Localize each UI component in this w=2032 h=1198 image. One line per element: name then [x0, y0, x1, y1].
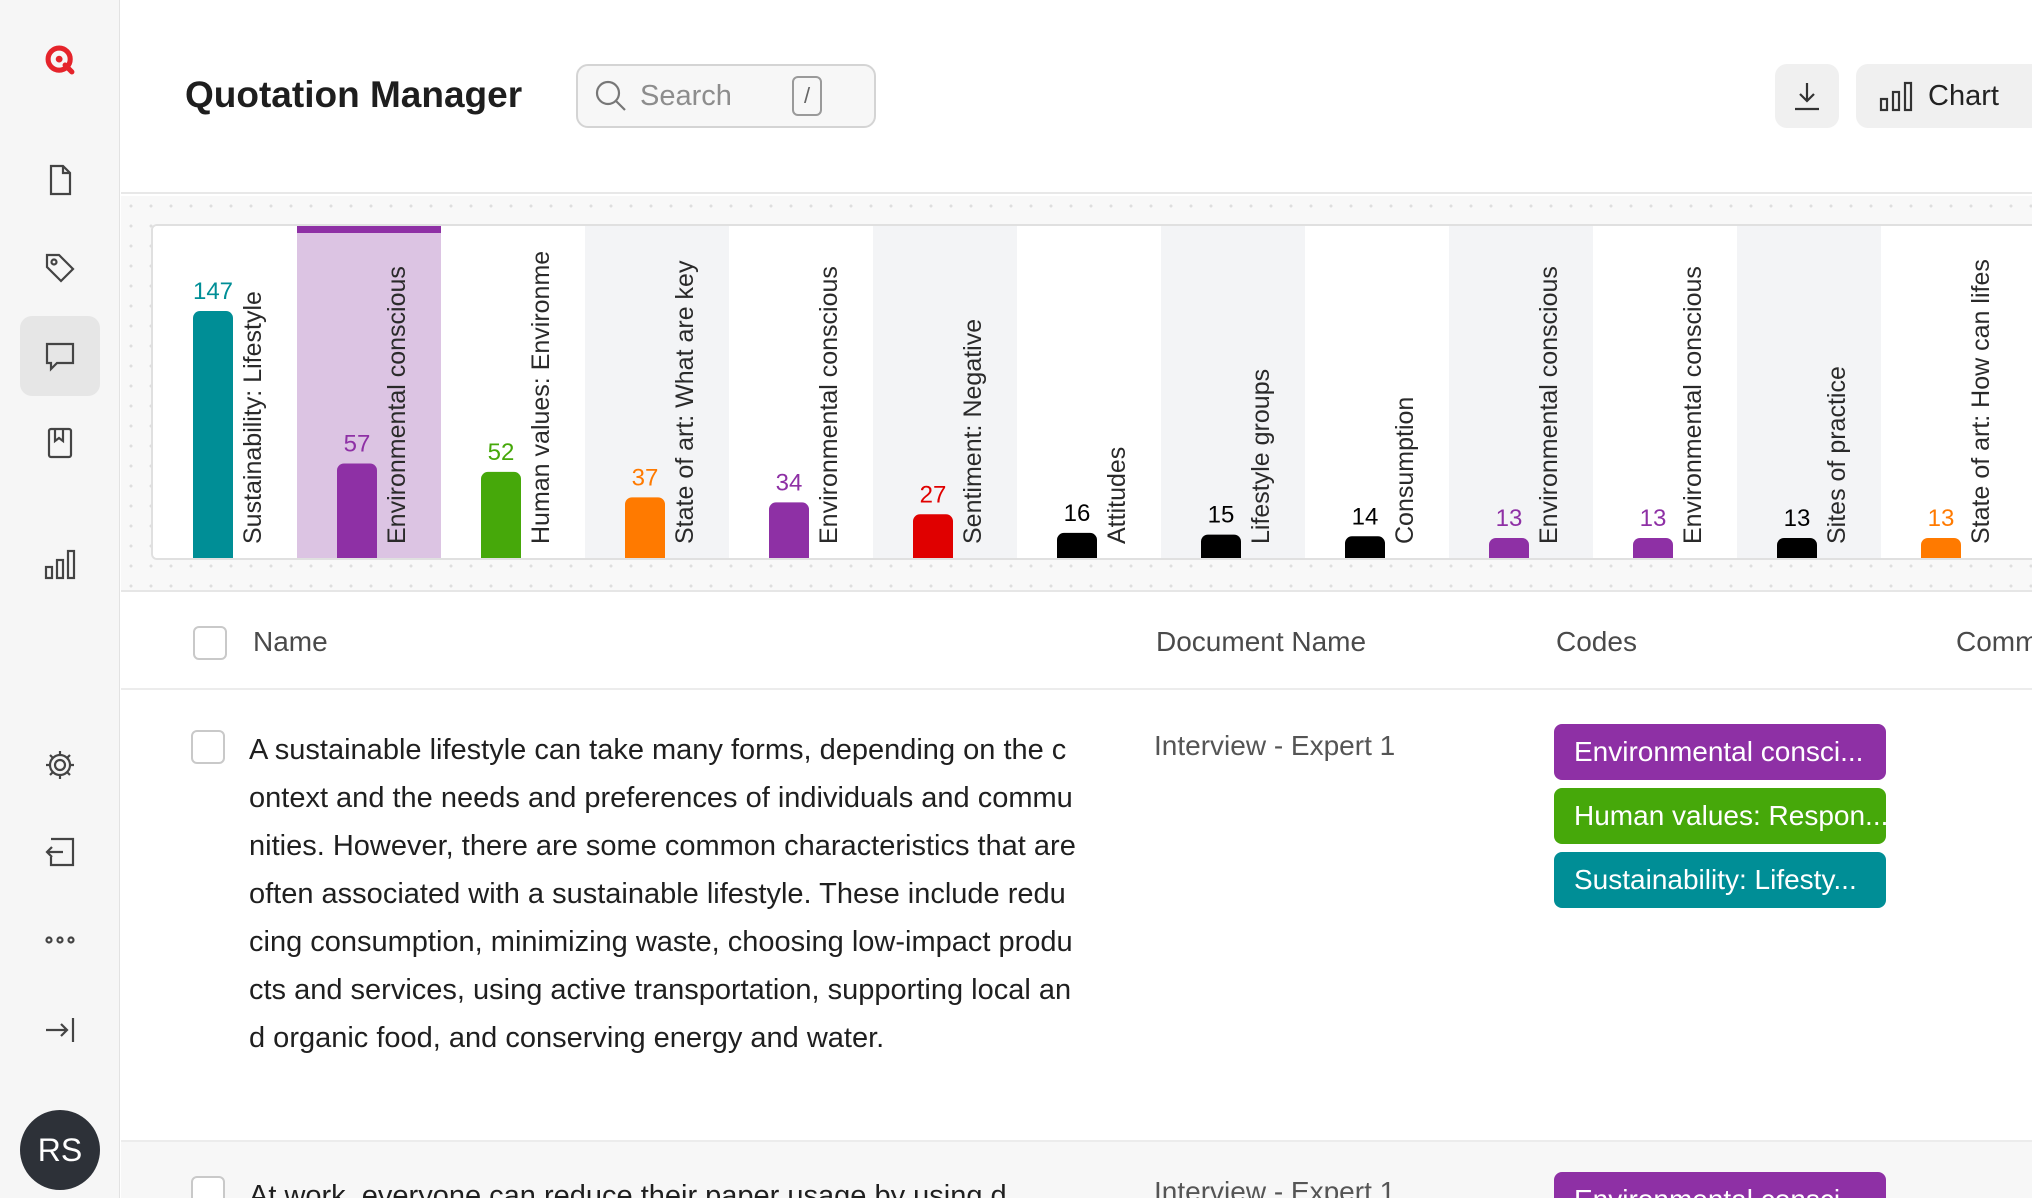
chart-toggle-button[interactable]: Chart — [1856, 64, 2032, 128]
column-header-name[interactable]: Name — [253, 626, 328, 657]
comment-icon[interactable] — [20, 316, 100, 396]
code-frequency-chart: 147 Sustainability: Lifestyle 57 Environmen… — [153, 226, 2025, 560]
chart-bar[interactable] — [481, 471, 521, 560]
chart-value-label: 15 — [1208, 502, 1235, 529]
chart-column-background[interactable] — [1305, 226, 1449, 560]
chart-category-label: Consumption — [1391, 397, 1419, 544]
chart-value-label: 34 — [776, 469, 803, 496]
chart-bar[interactable] — [193, 311, 233, 560]
chart-category-label: Sustainability: Lifestyle — [239, 291, 267, 544]
search-box[interactable]: / — [576, 64, 876, 128]
bar-chart-icon — [1879, 81, 1913, 112]
chart-bar[interactable] — [1201, 534, 1241, 560]
chart-value-label: 37 — [632, 464, 659, 491]
chart-category-label: Sentiment: Negative — [959, 319, 987, 544]
more-icon[interactable] — [20, 900, 100, 980]
chart-value-label: 16 — [1064, 500, 1091, 527]
code-tag[interactable]: Sustainability: Lifesty... — [1554, 852, 1886, 908]
chart-bar[interactable] — [1489, 537, 1529, 560]
download-icon — [1795, 83, 1819, 111]
chart-container: 147 Sustainability: Lifestyle 57 Environmen… — [151, 224, 2032, 560]
chart-column-background[interactable] — [1017, 226, 1161, 560]
sidebar: RS — [0, 0, 120, 1198]
chart-column-background[interactable] — [873, 226, 1017, 560]
chart-value-label: 13 — [1496, 505, 1523, 532]
chart-value-label: 14 — [1352, 503, 1379, 530]
chart-category-label: Attitudes — [1103, 447, 1131, 544]
table-row[interactable]: At work, everyone can reduce their paper… — [121, 1140, 2032, 1198]
header: Quotation Manager / Chart — [121, 0, 2032, 194]
chart-category-label: Environmental conscious — [815, 266, 843, 544]
chart-category-label: Environmental conscious — [1679, 266, 1707, 544]
import-icon[interactable] — [20, 812, 100, 892]
quotation-text: At work, everyone can reduce their paper… — [249, 1180, 1007, 1198]
main-panel: Quotation Manager / Chart 147Sustainabil… — [121, 0, 2032, 1198]
avatar[interactable]: RS — [20, 1110, 100, 1190]
table-header: Name Document Name Codes Comm — [121, 594, 2032, 690]
chart-bar[interactable] — [1057, 532, 1097, 560]
chart-column-background[interactable] — [1593, 226, 1737, 560]
chart-bar[interactable] — [337, 463, 377, 560]
row-checkbox[interactable] — [191, 730, 225, 764]
chart-category-label: Lifestyle groups — [1247, 369, 1275, 544]
search-icon — [595, 80, 626, 111]
chart-category-label: Environmental conscious — [383, 266, 411, 544]
column-header-comments[interactable]: Comm — [1956, 626, 2032, 657]
row-checkbox[interactable] — [191, 1176, 225, 1198]
gear-icon[interactable] — [20, 725, 100, 805]
code-tag[interactable]: Environmental consci... — [1554, 1172, 1886, 1198]
page-title: Quotation Manager — [185, 74, 523, 115]
chart-bar[interactable] — [913, 514, 953, 560]
chart-category-label: State of art: What are key — [671, 260, 699, 544]
chart-bar[interactable] — [1777, 537, 1817, 560]
chart-value-label: 57 — [344, 430, 371, 457]
chart-value-label: 52 — [488, 439, 515, 466]
avatar-initials: RS — [37, 1131, 83, 1168]
code-tag[interactable]: Environmental consci... — [1554, 724, 1886, 780]
chart-bar[interactable] — [769, 502, 809, 560]
chart-value-label: 27 — [920, 481, 947, 508]
chart-bar[interactable] — [625, 497, 665, 560]
bookmark-icon[interactable] — [20, 403, 100, 483]
expand-sidebar-icon[interactable] — [20, 990, 100, 1070]
chart-area: 147 Sustainability: Lifestyle 57 Environmen… — [121, 196, 2032, 592]
chart-column-background[interactable] — [1449, 226, 1593, 560]
chart-value-label: 147 — [193, 278, 233, 305]
chart-column-background[interactable] — [1737, 226, 1881, 560]
chart-button-label: Chart — [1928, 79, 1999, 112]
select-all-checkbox[interactable] — [193, 626, 227, 660]
quotation-text: A sustainable lifestyle can take many fo… — [249, 734, 1076, 1054]
chart-category-label: Environmental conscious — [1535, 266, 1563, 544]
chart-category-label: Sites of practice — [1823, 366, 1851, 544]
chart-column-background[interactable] — [1161, 226, 1305, 560]
chart-column-selected-indicator — [297, 226, 441, 233]
chart-value-label: 13 — [1784, 505, 1811, 532]
code-tag[interactable]: Human values: Respon... — [1554, 788, 1886, 844]
document-icon[interactable] — [20, 140, 100, 220]
chart-bar[interactable] — [1921, 537, 1961, 560]
chart-column-background[interactable] — [1881, 226, 2025, 560]
chart-bar[interactable] — [1633, 537, 1673, 560]
column-header-document[interactable]: Document Name — [1156, 626, 1367, 657]
download-button[interactable] — [1775, 64, 1839, 128]
logo-icon[interactable] — [20, 20, 100, 100]
document-name[interactable]: Interview - Expert 1 — [1154, 1176, 1396, 1198]
chart-bar[interactable] — [1345, 536, 1385, 560]
chart-value-label: 13 — [1640, 505, 1667, 532]
search-shortcut-hint: / — [792, 76, 822, 116]
bar-chart-icon[interactable] — [20, 524, 100, 604]
chart-category-label: Human values: Environme — [527, 251, 555, 544]
column-header-codes[interactable]: Codes — [1556, 626, 1637, 657]
document-name[interactable]: Interview - Expert 1 — [1154, 730, 1396, 761]
table-row[interactable]: A sustainable lifestyle can take many fo… — [121, 692, 2032, 1138]
tag-icon[interactable] — [20, 228, 100, 308]
chart-value-label: 13 — [1928, 505, 1955, 532]
chart-category-label: State of art: How can lifes — [1967, 259, 1995, 544]
search-input[interactable] — [640, 79, 780, 113]
